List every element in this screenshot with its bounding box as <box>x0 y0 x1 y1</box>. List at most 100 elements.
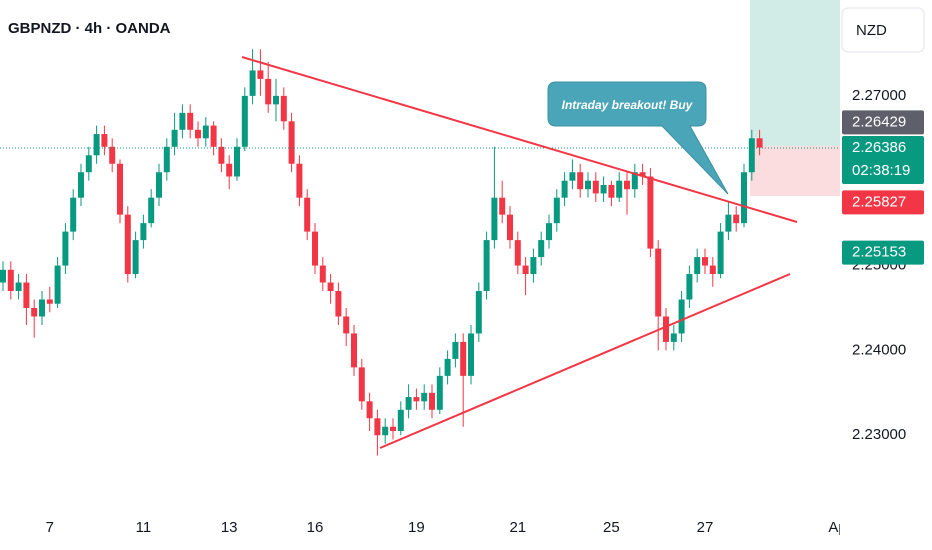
candle-body <box>187 112 194 130</box>
candle-body <box>195 129 201 139</box>
candle-body <box>218 146 225 164</box>
candle-body <box>265 78 272 105</box>
candle-body <box>234 146 240 177</box>
x-tick-label: 7 <box>46 519 54 536</box>
candle-body <box>280 95 287 122</box>
trend-line-lower <box>379 273 791 449</box>
candle-body <box>101 134 108 147</box>
candle-body <box>452 341 459 359</box>
candle-body <box>608 184 615 198</box>
candle-body <box>382 426 389 436</box>
y-tick-label: 2.24000 <box>852 341 906 358</box>
candle-body <box>85 155 92 173</box>
candle-body <box>7 269 14 292</box>
candle-body <box>351 333 357 368</box>
candle-body <box>421 392 428 402</box>
y-tick-label: 2.23000 <box>852 426 906 443</box>
candle-body <box>241 95 248 147</box>
x-tick-label: Ap <box>828 519 846 536</box>
candle-body <box>319 265 326 283</box>
candle-body <box>631 172 638 190</box>
candle-body <box>670 333 677 342</box>
candle-body <box>429 392 435 410</box>
candle-body <box>46 299 53 304</box>
callout-bubble <box>547 81 729 195</box>
candle-body <box>343 316 350 334</box>
callout-text: Intraday breakout! Buy <box>562 98 694 112</box>
take-profit-zone <box>750 0 840 146</box>
candle-body <box>702 257 708 266</box>
candle-body <box>592 180 599 194</box>
candle-body <box>117 163 123 215</box>
candle-body <box>202 125 209 139</box>
candle-body <box>15 282 22 292</box>
x-tick-label: 25 <box>603 519 620 536</box>
plot-area <box>0 49 840 456</box>
candle-body <box>514 240 521 266</box>
candle-body <box>70 197 77 232</box>
candle-body <box>483 240 490 292</box>
candle-body <box>663 316 669 342</box>
candle-body <box>647 176 654 249</box>
candle-body <box>717 231 724 275</box>
candle-body <box>405 397 412 410</box>
candle-body <box>530 257 537 275</box>
candle-body <box>93 134 100 156</box>
candle-body <box>561 180 568 198</box>
candle-body <box>756 138 763 148</box>
candle-body <box>140 223 147 241</box>
candle-body <box>335 291 342 317</box>
candle-body <box>366 401 373 419</box>
x-tick-label: 19 <box>408 519 425 536</box>
candle-body <box>304 197 311 232</box>
candle-body <box>748 138 755 173</box>
candle-body <box>312 231 318 266</box>
x-tick-label: 13 <box>221 519 238 536</box>
candle-body <box>709 265 716 275</box>
candle-body <box>413 397 420 402</box>
candle-body <box>600 184 607 194</box>
candle-body <box>553 197 560 224</box>
candle-body <box>686 274 693 300</box>
candle-body <box>124 214 131 275</box>
candle-body <box>577 172 584 190</box>
candle-body <box>358 367 365 402</box>
candle-body <box>210 125 217 147</box>
candle-body <box>148 197 155 224</box>
candle-body <box>499 197 506 215</box>
candle-body <box>171 129 178 147</box>
price-badge-label: 2.26429 <box>852 113 906 130</box>
candle-body <box>31 307 38 317</box>
candle-body <box>624 180 630 190</box>
candle-body <box>397 409 404 432</box>
time-axis: 7 11 13 16 19 21 25 27 Ap <box>46 519 846 536</box>
candle-body <box>390 426 396 432</box>
candle-body <box>179 112 186 130</box>
price-badge <box>842 135 924 184</box>
candle-body <box>678 299 685 334</box>
price-badge-label: 2.26386 <box>852 139 906 156</box>
y-tick-label: 2.27000 <box>852 87 906 104</box>
candle-body <box>546 223 552 241</box>
candle-body <box>475 291 482 334</box>
candle-body <box>725 214 732 232</box>
candle-body <box>296 163 303 198</box>
candle-body <box>741 172 747 224</box>
callout: Intraday breakout! Buy <box>547 81 729 195</box>
candle-body <box>569 172 576 181</box>
candle-body <box>109 146 116 164</box>
candle-body <box>226 163 233 177</box>
candle-body <box>0 269 6 283</box>
trend-line-upper <box>241 56 798 223</box>
candle-body <box>39 299 45 317</box>
candle-body <box>639 172 646 177</box>
price-badge <box>842 190 924 215</box>
candle-body <box>468 333 474 376</box>
price-badge <box>842 110 924 135</box>
candle-body <box>327 282 334 292</box>
candle-body <box>585 180 591 190</box>
candle-body <box>273 95 279 105</box>
candle-body <box>694 257 701 275</box>
candle-body <box>257 70 264 79</box>
currency-box <box>841 7 925 53</box>
